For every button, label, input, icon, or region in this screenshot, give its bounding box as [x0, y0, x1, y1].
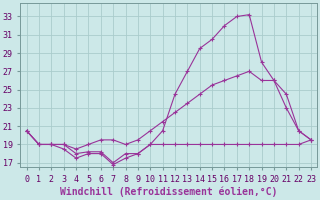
X-axis label: Windchill (Refroidissement éolien,°C): Windchill (Refroidissement éolien,°C) [60, 187, 277, 197]
